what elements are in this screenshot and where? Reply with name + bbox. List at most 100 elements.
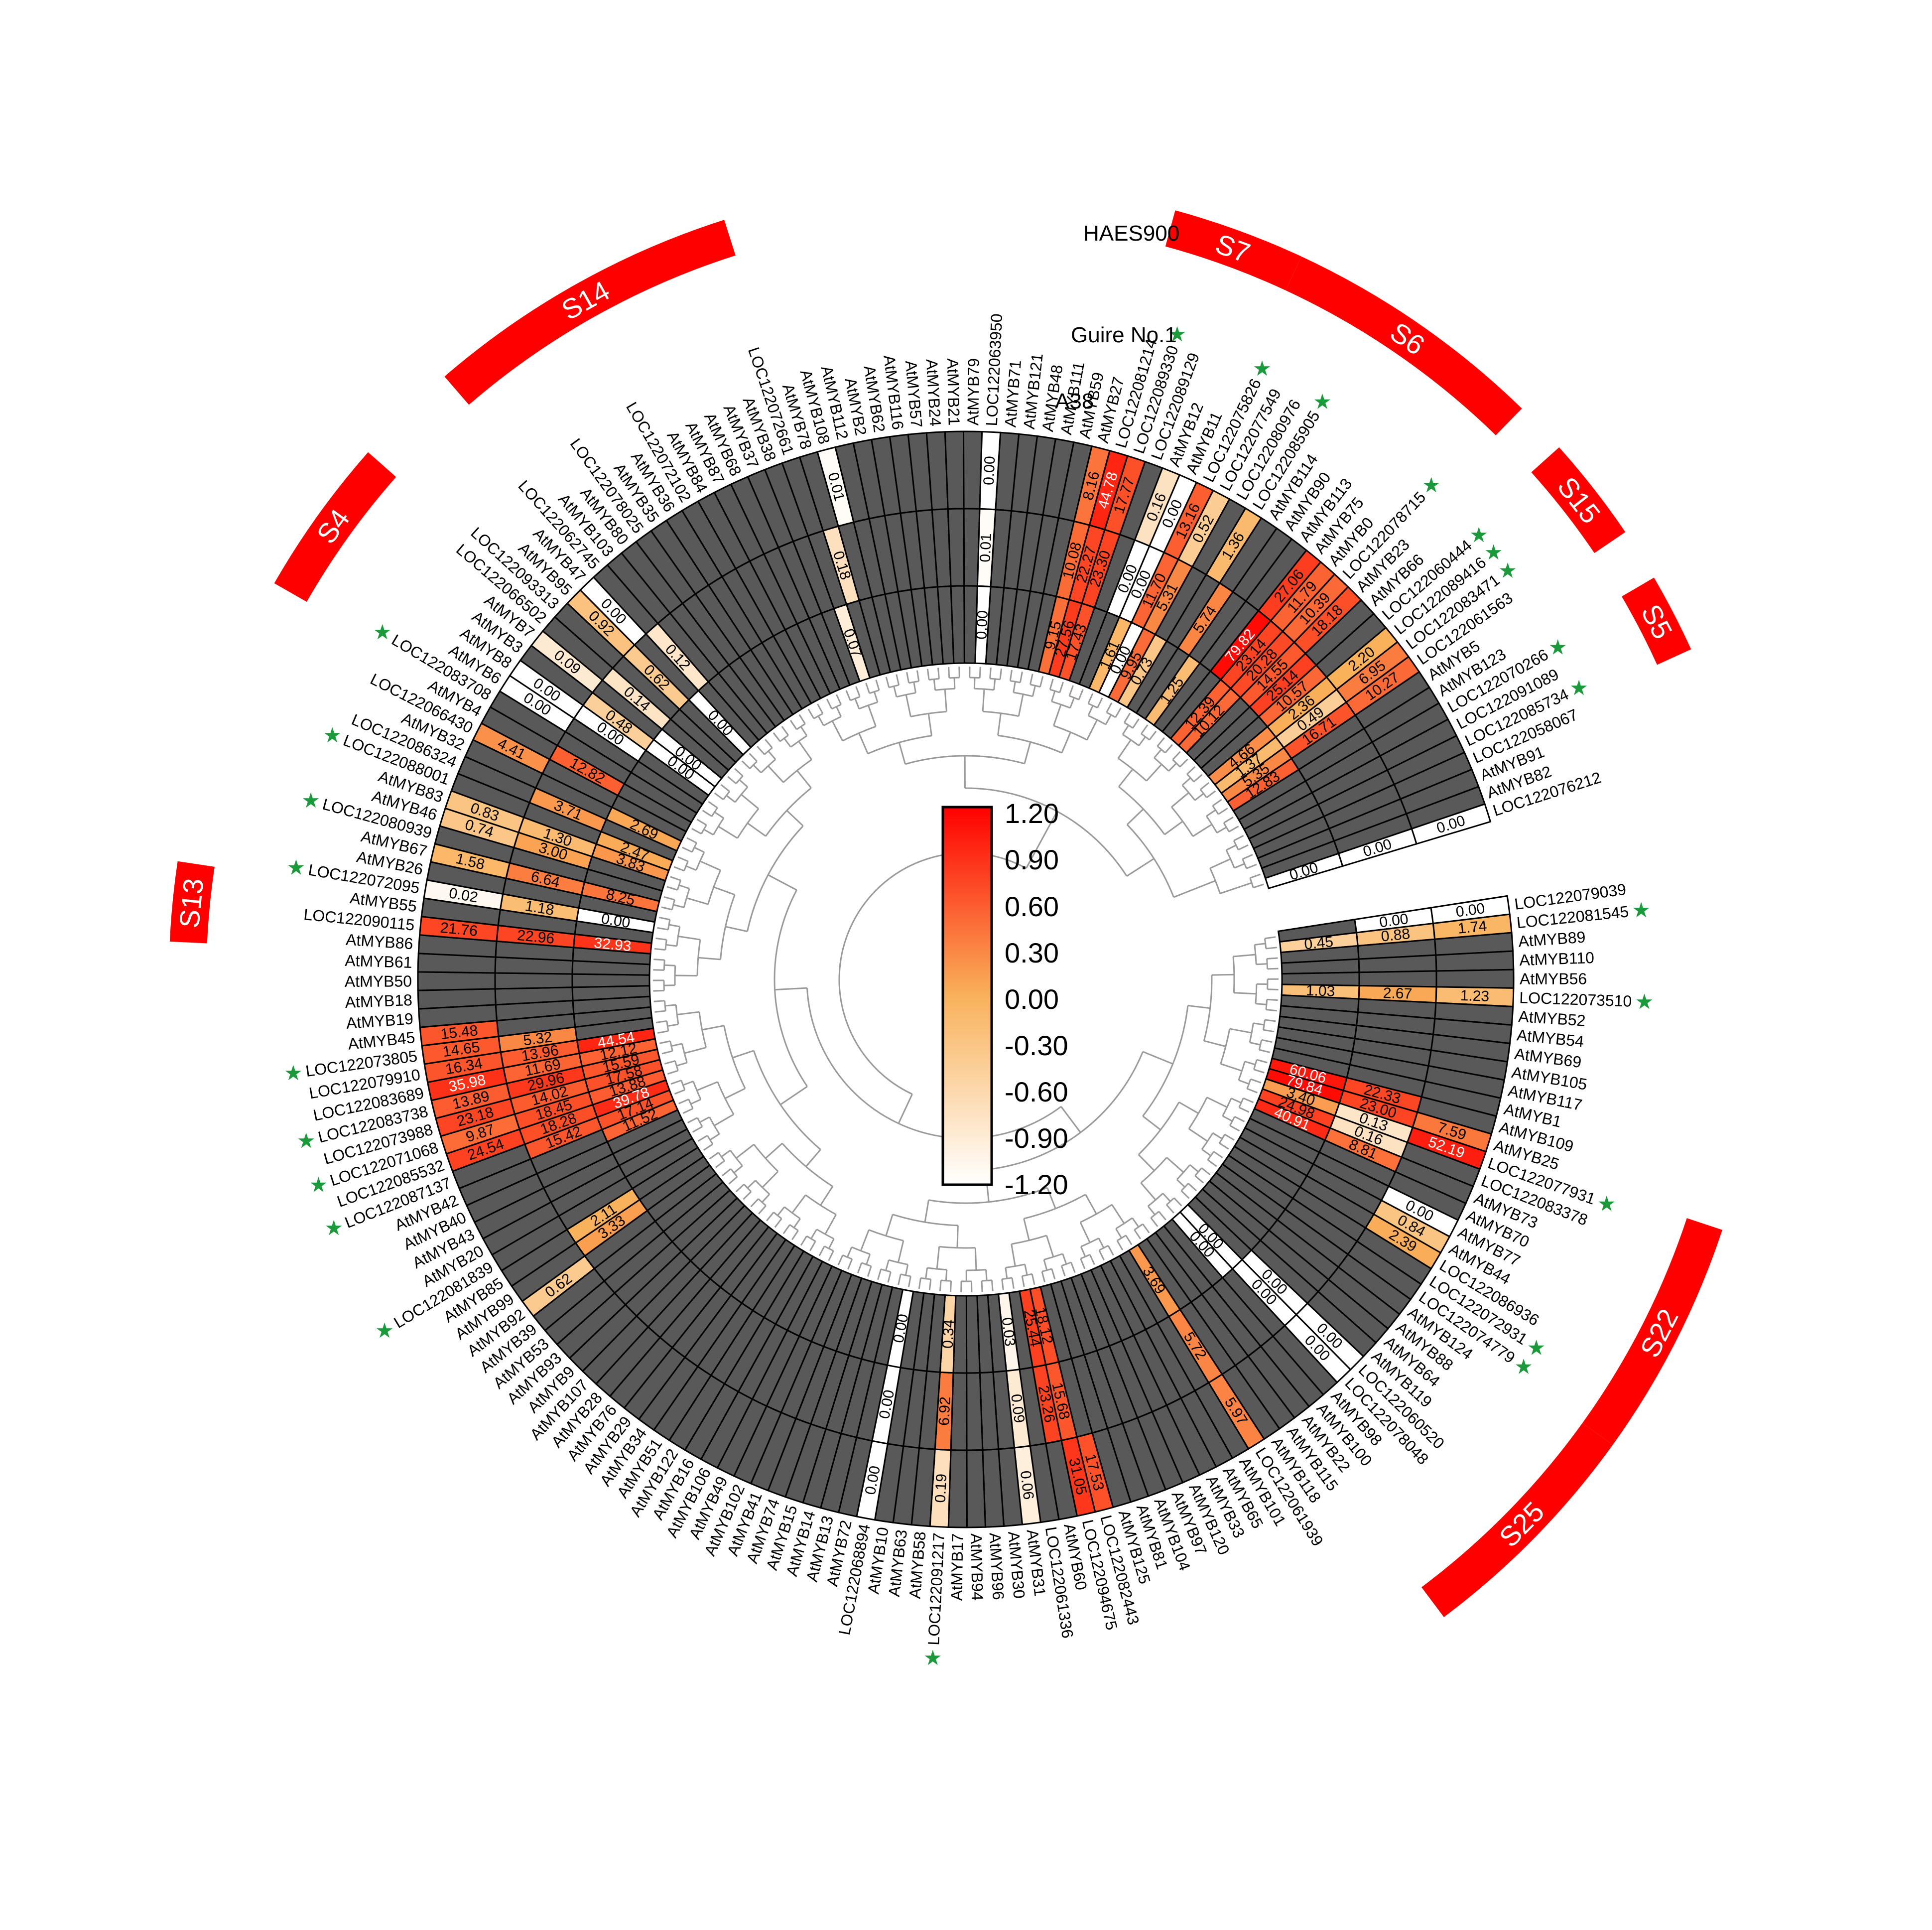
tree-branch (934, 679, 935, 690)
tree-branch (1143, 1052, 1173, 1064)
tree-branch (763, 1171, 778, 1187)
tree-branch (1169, 763, 1176, 771)
tree-branch (782, 726, 788, 735)
tree-branch (1112, 1205, 1125, 1224)
tree-branch (1194, 775, 1202, 782)
tree-branch (1256, 964, 1267, 965)
leaf-label: AtMYB24 (923, 359, 944, 427)
tree-branch (654, 1001, 665, 1002)
star-icon: ★ (1597, 1192, 1616, 1216)
star-icon: ★ (1635, 990, 1654, 1013)
tree-branch (1206, 810, 1215, 816)
tree-branch (1250, 874, 1261, 878)
tree-branch (1135, 1230, 1141, 1239)
tree-branch (1167, 1157, 1184, 1172)
tree-branch (693, 1127, 702, 1132)
tree-branch (1239, 1107, 1249, 1112)
tree-branch (1225, 1134, 1234, 1140)
tree-branch (1071, 1262, 1075, 1273)
tree-branch (905, 1264, 907, 1275)
tree-branch (1268, 989, 1279, 990)
tree-branch (703, 811, 712, 817)
tree-branch (1126, 1236, 1132, 1245)
tree-branch (721, 785, 730, 792)
tree-branch (819, 1246, 824, 1255)
tree-branch (1163, 1193, 1170, 1201)
tree-branch (792, 1231, 798, 1240)
tree-branch (715, 812, 724, 818)
tree-branch (1116, 1229, 1121, 1238)
tree-branch (1116, 708, 1121, 717)
tree-branch (898, 1241, 903, 1262)
tree-branch (886, 1215, 893, 1236)
tree-branch (659, 1041, 670, 1043)
tree-branch (1193, 825, 1212, 836)
tree-branch (714, 1114, 734, 1126)
subgroup-band-label: S13 (173, 877, 209, 929)
heatmap-value-label: 0.34 (940, 1319, 958, 1349)
tree-branch (692, 828, 701, 834)
tree-branch (679, 1100, 689, 1104)
tree-branch (1254, 1070, 1264, 1073)
leaf-label: AtMYB50 (345, 972, 412, 990)
tree-branch (927, 669, 929, 680)
tree-branch (667, 1071, 678, 1074)
tree-branch (897, 675, 899, 685)
tree-branch (1148, 1206, 1155, 1215)
tree-branch (1195, 1176, 1203, 1183)
tree-branch (676, 1063, 687, 1066)
tree-branch (1107, 703, 1112, 712)
tree-branch (974, 678, 975, 689)
heatmap-cell (418, 989, 496, 1009)
tree-branch (878, 1269, 881, 1280)
tree-branch (674, 867, 684, 871)
tree-branch (1221, 1064, 1242, 1071)
tree-branch (691, 1100, 701, 1104)
tree-branch (673, 905, 684, 907)
tree-branch (666, 945, 677, 946)
leaf-label: LOC122091217 (924, 1532, 948, 1646)
tree-branch (677, 1012, 699, 1014)
heatmap-cell (967, 1450, 985, 1527)
tree-branch (743, 1192, 751, 1199)
tree-branch (1032, 686, 1035, 696)
tree-branch (657, 928, 668, 930)
heatmap-value-label: 0.00 (981, 456, 999, 486)
tree-branch (1234, 864, 1244, 868)
tree-branch (1086, 1195, 1097, 1214)
tree-branch (839, 853, 1026, 1094)
tree-branch (1224, 817, 1233, 823)
heatmap-cell (418, 972, 495, 990)
tree-branch (1180, 759, 1188, 767)
tree-branch (694, 847, 704, 852)
leaf-label: LOC122073510 (1519, 988, 1632, 1010)
scale-tick-label: -0.90 (1005, 1122, 1068, 1154)
tree-branch (799, 714, 805, 724)
tree-branch (775, 988, 807, 989)
tree-branch (855, 698, 859, 708)
tree-branch (654, 949, 665, 950)
tree-branch (1133, 719, 1139, 728)
tree-branch (1119, 769, 1133, 787)
star-icon: ★ (1632, 898, 1651, 922)
tree-branch (888, 1272, 891, 1282)
tree-branch (768, 875, 796, 890)
tree-branch (1108, 1245, 1113, 1255)
leaf-label: AtMYB18 (345, 991, 412, 1011)
tree-branch (825, 1215, 836, 1234)
tree-branch (725, 1089, 745, 1099)
tree-branch (1266, 1010, 1277, 1011)
heatmap-cell (1436, 969, 1514, 988)
tree-branch (1040, 676, 1042, 687)
tree-branch (811, 1229, 816, 1239)
tree-branch (714, 887, 735, 894)
tree-branch (874, 692, 878, 702)
tree-branch (700, 1117, 709, 1122)
tree-branch (1014, 682, 1016, 692)
tree-branch (662, 1051, 672, 1054)
tree-branch (1123, 725, 1129, 735)
tree-branch (1132, 1218, 1139, 1227)
star-icon: ★ (373, 620, 392, 644)
tree-branch (1154, 749, 1161, 758)
